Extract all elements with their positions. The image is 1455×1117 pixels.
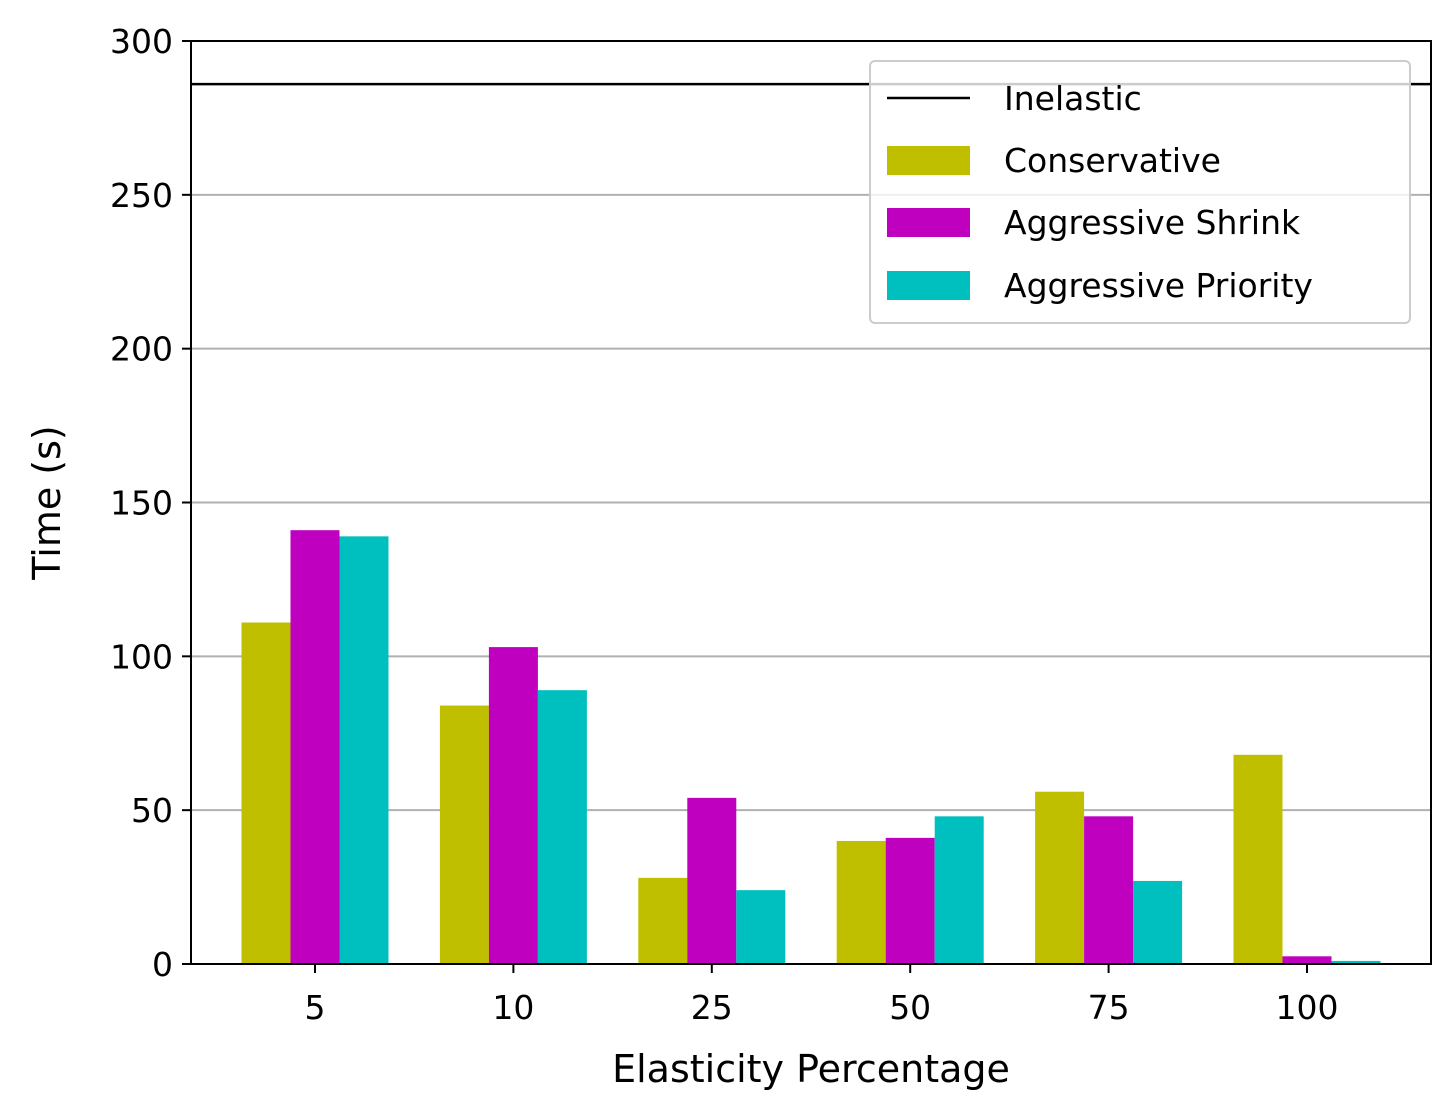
bar-aggressive-shrink-100	[1282, 956, 1332, 964]
bar-aggressive-priority-25	[736, 890, 786, 964]
bar-aggressive-priority-75	[1133, 880, 1183, 964]
bar-aggressive-priority-100	[1331, 960, 1381, 964]
bar-aggressive-shrink-75	[1084, 816, 1134, 964]
y-tick-label: 200	[110, 330, 173, 369]
bars	[241, 530, 1381, 964]
legend-swatch-aggressive-shrink	[887, 208, 970, 237]
legend: Inelastic Conservative Aggressive Shrink…	[869, 60, 1411, 324]
bar-aggressive-shrink-25	[687, 797, 737, 964]
bar-aggressive-priority-50	[934, 816, 984, 964]
y-axis-label: Time (s)	[25, 425, 69, 581]
legend-label-aggressive-shrink: Aggressive Shrink	[1004, 203, 1301, 242]
bar-conservative-10	[439, 705, 489, 964]
bar-aggressive-priority-5	[339, 536, 389, 964]
legend-label-aggressive-priority: Aggressive Priority	[1004, 266, 1313, 305]
bar-conservative-5	[241, 622, 291, 964]
y-tick-label: 50	[131, 791, 173, 830]
x-axis-ticks: 5 10 25 50 75 100	[305, 964, 1339, 1027]
bar-aggressive-priority-10	[537, 690, 587, 964]
x-tick-label: 50	[889, 988, 931, 1027]
grid-lines	[191, 193, 1431, 812]
legend-label-inelastic: Inelastic	[1004, 79, 1142, 118]
legend-swatch-conservative	[887, 146, 970, 175]
legend-box	[869, 60, 1411, 324]
bar-aggressive-shrink-10	[488, 647, 538, 964]
bar-aggressive-shrink-50	[885, 837, 935, 964]
x-tick-label: 75	[1088, 988, 1130, 1027]
y-tick-label: 0	[152, 945, 173, 984]
x-tick-label: 25	[691, 988, 733, 1027]
x-tick-label: 10	[492, 988, 534, 1027]
y-tick-label: 100	[110, 637, 173, 676]
y-tick-label: 250	[110, 176, 173, 215]
bar-aggressive-shrink-5	[290, 530, 340, 964]
x-tick-label: 5	[305, 988, 326, 1027]
bar-conservative-100	[1233, 754, 1283, 964]
legend-label-conservative: Conservative	[1004, 141, 1221, 180]
legend-swatch-aggressive-priority	[887, 271, 970, 300]
bar-conservative-75	[1035, 791, 1085, 964]
bar-conservative-50	[836, 840, 886, 964]
y-tick-label: 150	[110, 484, 173, 523]
x-tick-label: 100	[1276, 988, 1339, 1027]
x-axis-label: Elasticity Percentage	[612, 1047, 1010, 1091]
y-axis-ticks: 0 50 100 150 200 250 300	[110, 22, 191, 984]
y-tick-label: 300	[110, 22, 173, 61]
bar-conservative-25	[638, 877, 688, 964]
